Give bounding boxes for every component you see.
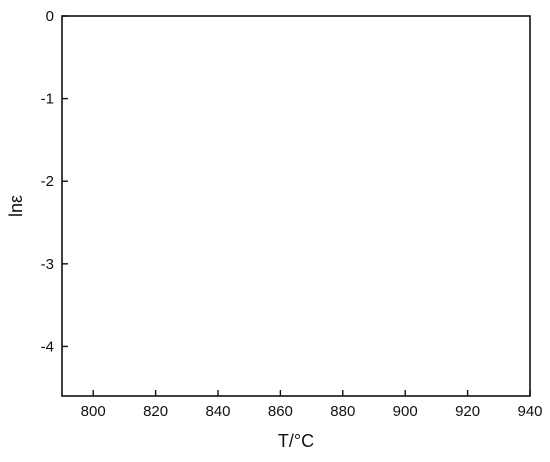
x-tick-label: 880 [330, 403, 355, 420]
x-tick-label: 820 [143, 403, 168, 420]
y-tick-label: -1 [41, 91, 54, 108]
axes: 800 820 840 860 880 900 920 940 0 -1 -2 -3 -4 [41, 8, 543, 420]
x-tick-label: 800 [81, 403, 106, 420]
x-tick-label: 920 [455, 403, 480, 420]
y-tick-label: -4 [41, 338, 54, 355]
y-tick-label: -3 [41, 256, 54, 273]
x-axis-title: T/°C [278, 431, 314, 451]
y-axis-title: lnε [6, 195, 26, 217]
plot-frame [61, 15, 531, 397]
y-tick-label: 0 [46, 8, 54, 25]
x-tick-label: 940 [517, 403, 542, 420]
x-tick-label: 860 [268, 403, 293, 420]
y-tick-label: -2 [41, 173, 54, 190]
x-tick-label: 840 [205, 403, 230, 420]
x-tick-label: 900 [393, 403, 418, 420]
